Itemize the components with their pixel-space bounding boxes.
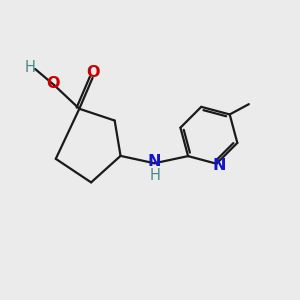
Text: O: O — [87, 65, 100, 80]
Text: O: O — [46, 76, 60, 91]
Text: H: H — [24, 60, 35, 75]
Text: N: N — [148, 154, 161, 169]
Text: H: H — [150, 168, 160, 183]
Text: N: N — [212, 158, 226, 173]
